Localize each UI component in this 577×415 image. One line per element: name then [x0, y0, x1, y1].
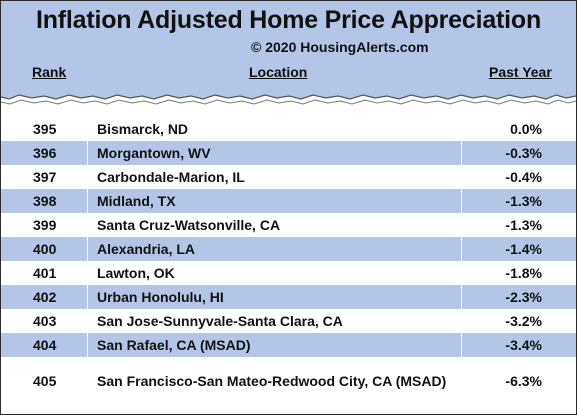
past-year-cell: -3.4%	[505, 337, 542, 353]
table-body: 395 Bismarck, ND 0.0% 396 Morgantown, WV…	[1, 117, 576, 405]
table-row: 398 Midland, TX -1.3%	[1, 189, 576, 213]
past-year-cell: -1.4%	[505, 241, 542, 257]
past-year-cell: -2.3%	[505, 289, 542, 305]
location-cell: San Francisco-San Mateo-Redwood City, CA…	[97, 373, 447, 389]
torn-edge-divider	[1, 85, 576, 105]
rank-cell: 405	[33, 373, 57, 389]
table-row: 404 San Rafael, CA (MSAD) -3.4%	[1, 333, 576, 357]
table-title: Inflation Adjusted Home Price Appreciati…	[35, 6, 542, 34]
torn-edge-line-lower	[1, 99, 576, 105]
table-row: 396 Morgantown, WV -0.3%	[1, 141, 576, 165]
table-row: 395 Bismarck, ND 0.0%	[1, 117, 576, 141]
table-header: Inflation Adjusted Home Price Appreciati…	[1, 1, 576, 91]
location-cell: Morgantown, WV	[97, 145, 211, 161]
rank-cell: 398	[33, 193, 57, 209]
location-cell: Carbondale-Marion, IL	[97, 169, 245, 185]
rank-cell: 402	[33, 289, 57, 305]
past-year-cell: -1.8%	[505, 265, 542, 281]
rank-cell: 399	[33, 217, 57, 233]
rank-cell: 395	[33, 121, 57, 137]
location-cell: San Jose-Sunnyvale-Santa Clara, CA	[97, 313, 343, 329]
column-header-past-year: Past Year	[489, 64, 552, 80]
rank-cell: 401	[33, 265, 57, 281]
past-year-cell: -3.2%	[505, 313, 542, 329]
past-year-cell: -1.3%	[505, 193, 542, 209]
location-cell: Lawton, OK	[97, 265, 175, 281]
location-cell: Santa Cruz-Watsonville, CA	[97, 217, 281, 233]
past-year-cell: 0.0%	[510, 121, 542, 137]
torn-edge-fill	[1, 85, 576, 99]
rank-cell: 403	[33, 313, 57, 329]
table-row: 401 Lawton, OK -1.8%	[1, 261, 576, 285]
column-header-location: Location	[249, 64, 308, 80]
table-row: 399 Santa Cruz-Watsonville, CA -1.3%	[1, 213, 576, 237]
column-divider	[461, 117, 462, 413]
location-cell: Bismarck, ND	[97, 121, 189, 137]
location-cell: San Rafael, CA (MSAD)	[97, 337, 251, 353]
table-row: 400 Alexandria, LA -1.4%	[1, 237, 576, 261]
past-year-cell: -1.3%	[505, 217, 542, 233]
location-cell: Urban Honolulu, HI	[97, 289, 224, 305]
table-row: 405 San Francisco-San Mateo-Redwood City…	[1, 357, 576, 405]
torn-edge-line-upper	[1, 94, 576, 100]
column-divider	[87, 117, 88, 413]
rank-cell: 396	[33, 145, 57, 161]
rank-cell: 400	[33, 241, 57, 257]
rank-cell: 397	[33, 169, 57, 185]
column-header-rank: Rank	[32, 64, 67, 80]
past-year-cell: -0.4%	[505, 169, 542, 185]
table-row: 403 San Jose-Sunnyvale-Santa Clara, CA -…	[1, 309, 576, 333]
past-year-cell: -0.3%	[505, 145, 542, 161]
past-year-cell: -6.3%	[505, 373, 542, 389]
location-cell: Alexandria, LA	[97, 241, 196, 257]
table-row: 402 Urban Honolulu, HI -2.3%	[1, 285, 576, 309]
rank-cell: 404	[33, 337, 57, 353]
location-cell: Midland, TX	[97, 193, 176, 209]
copyright-notice: © 2020 HousingAlerts.com	[251, 39, 429, 55]
table-row: 397 Carbondale-Marion, IL -0.4%	[1, 165, 576, 189]
